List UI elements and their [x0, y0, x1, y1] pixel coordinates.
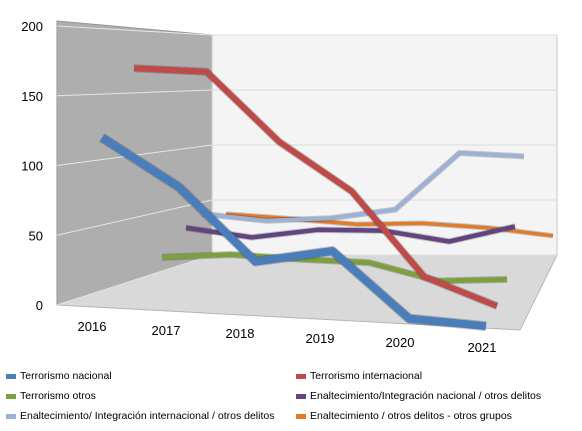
chart-walls [56, 20, 558, 331]
gridline-left [56, 25, 213, 36]
gridlines [56, 25, 557, 306]
gridline-left [56, 89, 213, 97]
legend-swatch [296, 393, 306, 399]
x-axis-ticks: 2016 2017 2018 2019 2020 2021 [78, 319, 497, 355]
legend-swatch [6, 413, 16, 419]
y-tick-label: 150 [21, 89, 43, 104]
legend-label: Enaltecimiento/Integración nacional / ot… [310, 390, 542, 402]
legend-label: Enaltecimiento/ Integración internaciona… [20, 410, 275, 422]
legend-item: Terrorismo otros [6, 390, 96, 402]
legend-swatch [296, 373, 306, 379]
x-tick-label: 2020 [386, 335, 415, 350]
legend-item: Enaltecimiento / otros delitos - otros g… [296, 410, 512, 422]
legend-label: Terrorismo otros [20, 390, 96, 402]
series-line [161, 252, 508, 284]
x-tick-label: 2016 [78, 319, 107, 334]
series-line [185, 224, 516, 244]
legend-swatch [296, 413, 306, 419]
y-tick-label: 100 [21, 159, 43, 174]
x-tick-label: 2017 [152, 323, 181, 338]
series-line [99, 134, 487, 331]
series-line [201, 151, 525, 223]
legend-label: Enaltecimiento / otros delitos - otros g… [310, 410, 512, 422]
legend-label: Terrorismo internacional [310, 370, 423, 382]
y-tick-label: 50 [29, 228, 43, 243]
legend-swatch [6, 373, 16, 379]
x-tick-label: 2021 [468, 340, 497, 355]
y-tick-label: 200 [21, 19, 43, 34]
chart: 0 50 100 150 200 2016 2017 2018 2019 2020 2021 [21, 19, 558, 355]
legend-item: Enaltecimiento/ Integración internaciona… [6, 410, 274, 422]
legend-swatch [6, 393, 16, 399]
gridline-left [56, 254, 213, 306]
series-lines [99, 64, 554, 332]
legend-item: Terrorismo nacional [6, 370, 112, 382]
gridline-left [56, 199, 213, 236]
series-line [133, 65, 499, 309]
legend-label: Terrorismo nacional [20, 370, 112, 382]
legend-item: Enaltecimiento/Integración nacional / ot… [296, 390, 541, 402]
x-tick-label: 2018 [226, 326, 255, 341]
y-tick-label: 0 [36, 298, 43, 313]
legend-item: Terrorismo internacional [296, 370, 422, 382]
x-tick-label: 2019 [306, 331, 335, 346]
y-axis-ticks: 0 50 100 150 200 [21, 19, 43, 313]
